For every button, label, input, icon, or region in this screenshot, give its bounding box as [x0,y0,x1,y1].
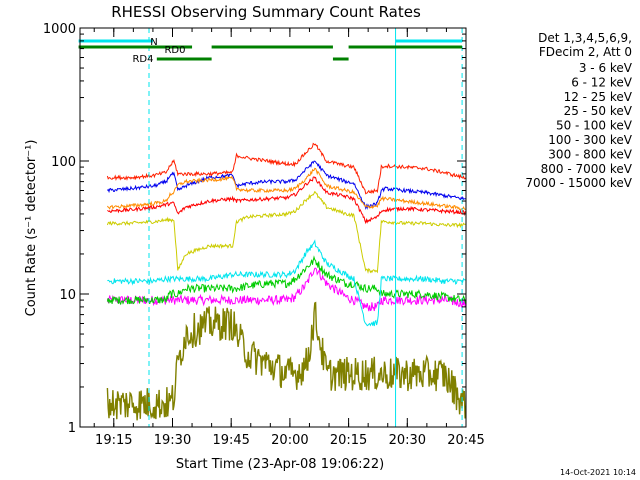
legend-entry-1: 3 - 6 keV [579,61,633,75]
legend-entry-6: 100 - 300 keV [548,133,632,147]
legend-header-line-1: Det 1,3,4,5,6,9, [538,31,632,45]
plot-frame [79,27,467,428]
series-line-6 [107,160,466,211]
x-tick-label: 19:30 [154,433,191,448]
legend-entry-4: 25 - 50 keV [564,104,633,118]
legend: Det 1,3,4,5,6,9, FDecim 2, Att 0 3 - 6 k… [525,31,632,190]
y-tick-label: 10 [59,288,76,303]
x-tick-label: 20:30 [389,433,426,448]
axes: 1 10 100 1000 19:15 19:30 19:45 20:00 20:15 20:30… [43,22,485,448]
series-line-7 [106,142,466,195]
plot-area: N RD0 RD4 [78,28,466,427]
footer-date: 14-Oct-2021 10:14 [560,468,636,477]
legend-entry-8: 800 - 7000 keV [541,162,633,176]
series-line-2 [106,255,466,306]
legend-header-line-2: FDecim 2, Att 0 [539,45,632,59]
x-tick-label: 19:45 [212,433,249,448]
series-line-3 [107,239,466,327]
legend-entry-5: 50 - 100 keV [556,119,633,133]
state-label-n: N [150,37,157,48]
legend-entry-2: 6 - 12 keV [571,75,633,89]
y-axis-label: Count Rate (s⁻¹ detector⁻¹) [24,140,39,317]
series-line-8 [106,167,466,211]
y-tick-label: 1000 [43,22,76,37]
x-axis-label: Start Time (23-Apr-08 19:06:22) [176,457,384,472]
legend-entry-3: 12 - 25 keV [564,90,633,104]
x-tick-label: 20:00 [271,433,308,448]
legend-entry-7: 300 - 800 keV [548,147,632,161]
state-label-rd4: RD4 [132,54,153,65]
series-line-1 [106,267,466,312]
x-tick-label: 20:45 [447,433,484,448]
x-tick-label: 20:15 [330,433,367,448]
state-label-rd0: RD0 [164,45,185,56]
series-line-5 [107,176,466,225]
y-tick-label: 100 [51,155,76,170]
legend-entry-9: 7000 - 15000 keV [525,176,632,190]
series-line-9 [106,301,466,421]
y-tick-label: 1 [68,421,76,436]
series-line-4 [106,190,466,275]
x-tick-label: 19:15 [95,433,132,448]
chart-title: RHESSI Observing Summary Count Rates [111,3,421,21]
